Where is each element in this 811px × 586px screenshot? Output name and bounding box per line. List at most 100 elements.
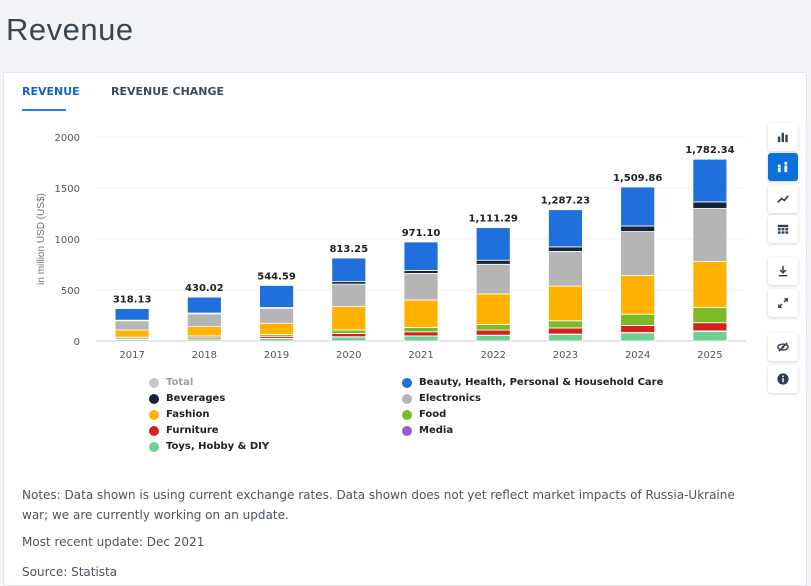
bar-segment [692, 307, 728, 324]
line-chart-button[interactable] [768, 185, 798, 213]
bar-segment [475, 324, 511, 331]
bar-segment [475, 227, 511, 261]
bar-total-label: 430.02 [185, 283, 224, 294]
legend-swatch [149, 441, 159, 452]
x-tick-label: 2018 [192, 350, 217, 361]
y-tick-label: 1500 [55, 184, 80, 195]
legend-swatch [402, 377, 412, 388]
bar-segment [403, 241, 439, 271]
legend-swatch [402, 393, 412, 404]
bar-chart-icon [777, 132, 788, 143]
bar-total-label: 813.25 [329, 244, 368, 255]
legend-label: Beverages [166, 393, 226, 404]
bar-segment [620, 231, 656, 276]
tab-revenue[interactable]: REVENUE [22, 85, 80, 98]
info-button[interactable] [768, 365, 798, 393]
bar-segment [403, 327, 439, 333]
bar-total-label: 318.13 [113, 295, 152, 306]
bar-segment [259, 308, 294, 324]
line-chart-icon [777, 195, 789, 203]
x-tick-label: 2021 [408, 350, 433, 361]
bar-total-label: 1,509.86 [613, 173, 662, 184]
bar-segment [331, 336, 367, 342]
x-tick-label: 2019 [264, 350, 289, 361]
tab-revenue-change[interactable]: REVENUE CHANGE [111, 85, 225, 98]
bar-segment [403, 270, 439, 274]
legend-item[interactable]: Toys, Hobby & DIY [149, 441, 269, 452]
download-button[interactable] [768, 257, 798, 285]
active-tab-indicator [22, 109, 66, 111]
legend-label: Electronics [419, 393, 481, 404]
bar-segment [548, 246, 583, 252]
bar-segment [548, 209, 583, 248]
y-tick-label: 2000 [55, 133, 80, 144]
bar-segment [403, 331, 439, 337]
bar-total-label: 1,287.23 [541, 196, 590, 207]
notes-line-2: war; we are currently working on an upda… [22, 508, 289, 522]
bar-segment [548, 285, 583, 322]
expand-button[interactable] [768, 289, 798, 317]
bar-segment [403, 299, 439, 328]
info-icon [777, 373, 789, 385]
legend-item[interactable]: Beverages [149, 393, 225, 404]
bar-segment [331, 329, 367, 334]
bar-total-label: 544.59 [257, 271, 296, 282]
legend-swatch [402, 409, 412, 420]
bar-segment [403, 273, 439, 301]
chart-notes: Notes: Data shown is using current excha… [22, 485, 782, 525]
bar-total-label: 1,782.34 [685, 145, 734, 156]
bar-chart-button[interactable] [768, 123, 798, 151]
legend-item[interactable]: Furniture [149, 425, 219, 436]
legend-label: Beauty, Health, Personal & Household Car… [419, 377, 664, 388]
bar-segment [331, 257, 367, 283]
page-title: Revenue [6, 12, 134, 47]
bar-segment [548, 320, 583, 329]
bar-segment [692, 330, 728, 342]
hide-button[interactable] [768, 333, 798, 361]
x-tick-label: 2017 [119, 350, 144, 361]
y-tick-label: 1000 [55, 235, 80, 246]
bar-segment [259, 285, 294, 308]
x-tick-label: 2022 [480, 350, 505, 361]
bar-segment [186, 296, 222, 314]
table-button[interactable] [768, 215, 798, 243]
bar-total-label: 971.10 [402, 228, 441, 239]
legend-swatch [149, 425, 159, 436]
bar-segment [620, 313, 656, 326]
bar-segment [620, 332, 656, 342]
legend-label: Toys, Hobby & DIY [166, 441, 270, 452]
legend-item[interactable]: Food [402, 409, 446, 420]
bar-segment [403, 335, 439, 342]
legend-item[interactable]: Total [149, 377, 193, 388]
x-tick-label: 2024 [625, 350, 650, 361]
bar-segment [548, 327, 583, 335]
legend-item[interactable]: Electronics [402, 393, 481, 404]
x-tick-label: 2023 [553, 350, 578, 361]
expand-icon [778, 298, 788, 308]
bar-segment [620, 186, 656, 227]
bar-segment [692, 208, 728, 262]
x-tick-label: 2020 [336, 350, 361, 361]
bar-segment [475, 293, 511, 325]
legend-label: Media [419, 425, 454, 436]
chart-legend: Total Beauty, Health, Personal & Househol… [149, 377, 709, 461]
y-axis-label: in million USD (US$) [36, 193, 47, 285]
legend-item[interactable]: Beauty, Health, Personal & Household Car… [402, 377, 663, 388]
bar-segment [331, 333, 367, 338]
bar-segment [692, 261, 728, 308]
bar-segment [114, 320, 150, 331]
stacked-bar-button[interactable] [768, 153, 798, 181]
bar-segment [692, 322, 728, 332]
revenue-chart: 0 500 1000 1500 2000 in million USD (US$) 318.… [36, 133, 746, 361]
x-tick-label: 2025 [697, 350, 722, 361]
legend-item[interactable]: Fashion [149, 409, 209, 420]
bar-segment [114, 329, 150, 338]
bar-segment [331, 306, 367, 331]
y-tick-label: 0 [74, 337, 80, 348]
bar-segment [620, 324, 656, 333]
bar-segment [186, 326, 222, 337]
legend-label: Food [419, 409, 447, 420]
legend-item[interactable]: Media [402, 425, 453, 436]
bar-segment [475, 329, 511, 336]
y-tick-label: 500 [61, 286, 80, 297]
